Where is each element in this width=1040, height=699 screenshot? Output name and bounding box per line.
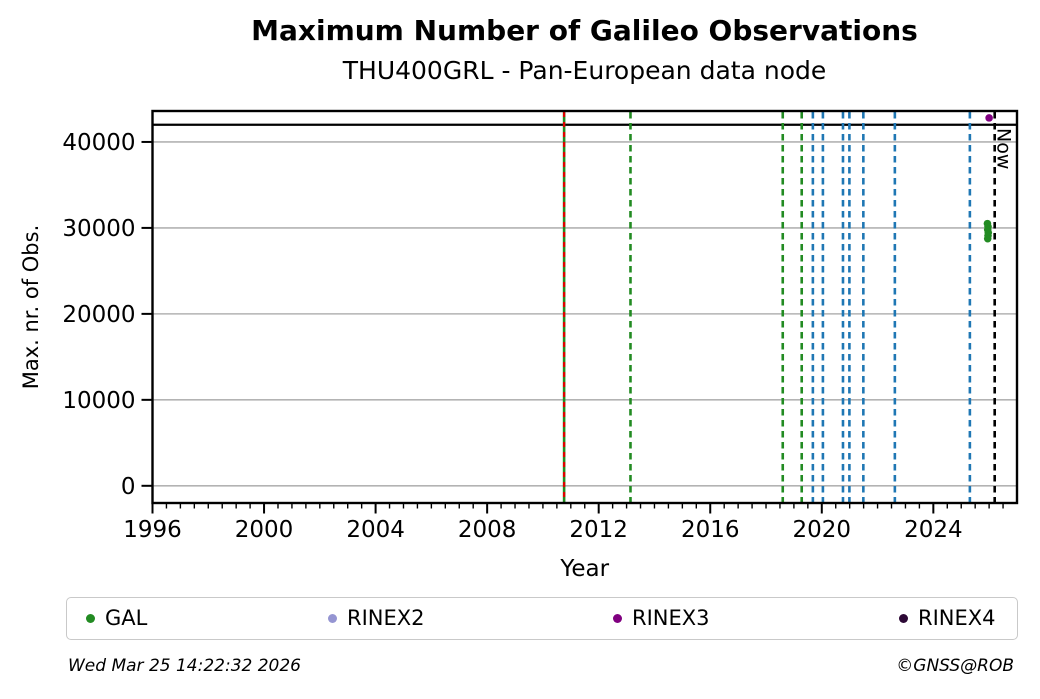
rinex2-dot-icon xyxy=(328,614,337,623)
data-point-rinex3 xyxy=(985,114,993,122)
legend-box: GAL RINEX2 RINEX3 RINEX4 xyxy=(66,597,1018,640)
x-tick-label: 2016 xyxy=(681,517,740,543)
legend-label-gal: GAL xyxy=(105,606,148,630)
x-tick-label: 2024 xyxy=(904,517,963,543)
y-axis-label: Max. nr. of Obs. xyxy=(19,225,43,390)
page-subtitle: THU400GRL - Pan-European data node xyxy=(342,56,827,85)
y-tick-label: 10000 xyxy=(62,388,135,414)
x-axis-label: Year xyxy=(559,556,609,582)
y-tick-label: 30000 xyxy=(62,216,135,242)
footer-credit: ©GNSS@ROB xyxy=(896,656,1014,676)
x-tick-label: 2008 xyxy=(458,517,517,543)
legend-item-rinex4: RINEX4 xyxy=(899,598,996,639)
legend-item-gal: GAL xyxy=(86,598,147,639)
rinex3-dot-icon xyxy=(613,614,622,623)
legend-item-rinex2: RINEX2 xyxy=(328,598,425,639)
y-tick-label: 20000 xyxy=(62,302,135,328)
rinex4-dot-icon xyxy=(899,614,908,623)
x-tick-label: 1996 xyxy=(123,517,182,543)
x-tick-label: 2004 xyxy=(346,517,405,543)
y-tick-label: 0 xyxy=(121,474,136,500)
legend-label-rinex3: RINEX3 xyxy=(632,606,710,630)
data-point-gal xyxy=(983,234,992,243)
legend-item-rinex3: RINEX3 xyxy=(613,598,710,639)
footer-timestamp: Wed Mar 25 14:22:32 2026 xyxy=(68,656,301,676)
x-tick-label: 2012 xyxy=(569,517,628,543)
page-title: Maximum Number of Galileo Observations xyxy=(251,14,918,47)
y-tick-label: 40000 xyxy=(62,130,135,156)
x-tick-label: 2000 xyxy=(235,517,294,543)
now-label: Now xyxy=(993,128,1015,169)
plot-frame xyxy=(151,109,1019,505)
gal-dot-icon xyxy=(86,614,95,623)
legend-label-rinex2: RINEX2 xyxy=(347,606,425,630)
x-tick-label: 2020 xyxy=(793,517,852,543)
legend-label-rinex4: RINEX4 xyxy=(918,606,996,630)
